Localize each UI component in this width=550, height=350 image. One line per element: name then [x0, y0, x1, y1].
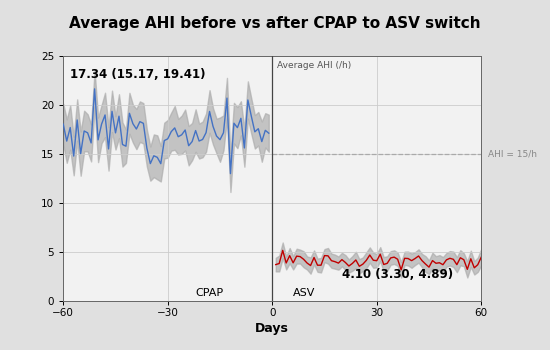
Text: AHI = 15/h: AHI = 15/h	[488, 149, 537, 159]
Text: 4.10 (3.30, 4.89): 4.10 (3.30, 4.89)	[342, 268, 453, 281]
Text: Average AHI before vs after CPAP to ASV switch: Average AHI before vs after CPAP to ASV …	[69, 16, 481, 31]
Text: ASV: ASV	[293, 288, 315, 298]
Text: 17.34 (15.17, 19.41): 17.34 (15.17, 19.41)	[70, 68, 206, 81]
Text: Average AHI (/h): Average AHI (/h)	[278, 61, 352, 70]
Text: CPAP: CPAP	[195, 288, 224, 298]
X-axis label: Days: Days	[255, 322, 289, 335]
